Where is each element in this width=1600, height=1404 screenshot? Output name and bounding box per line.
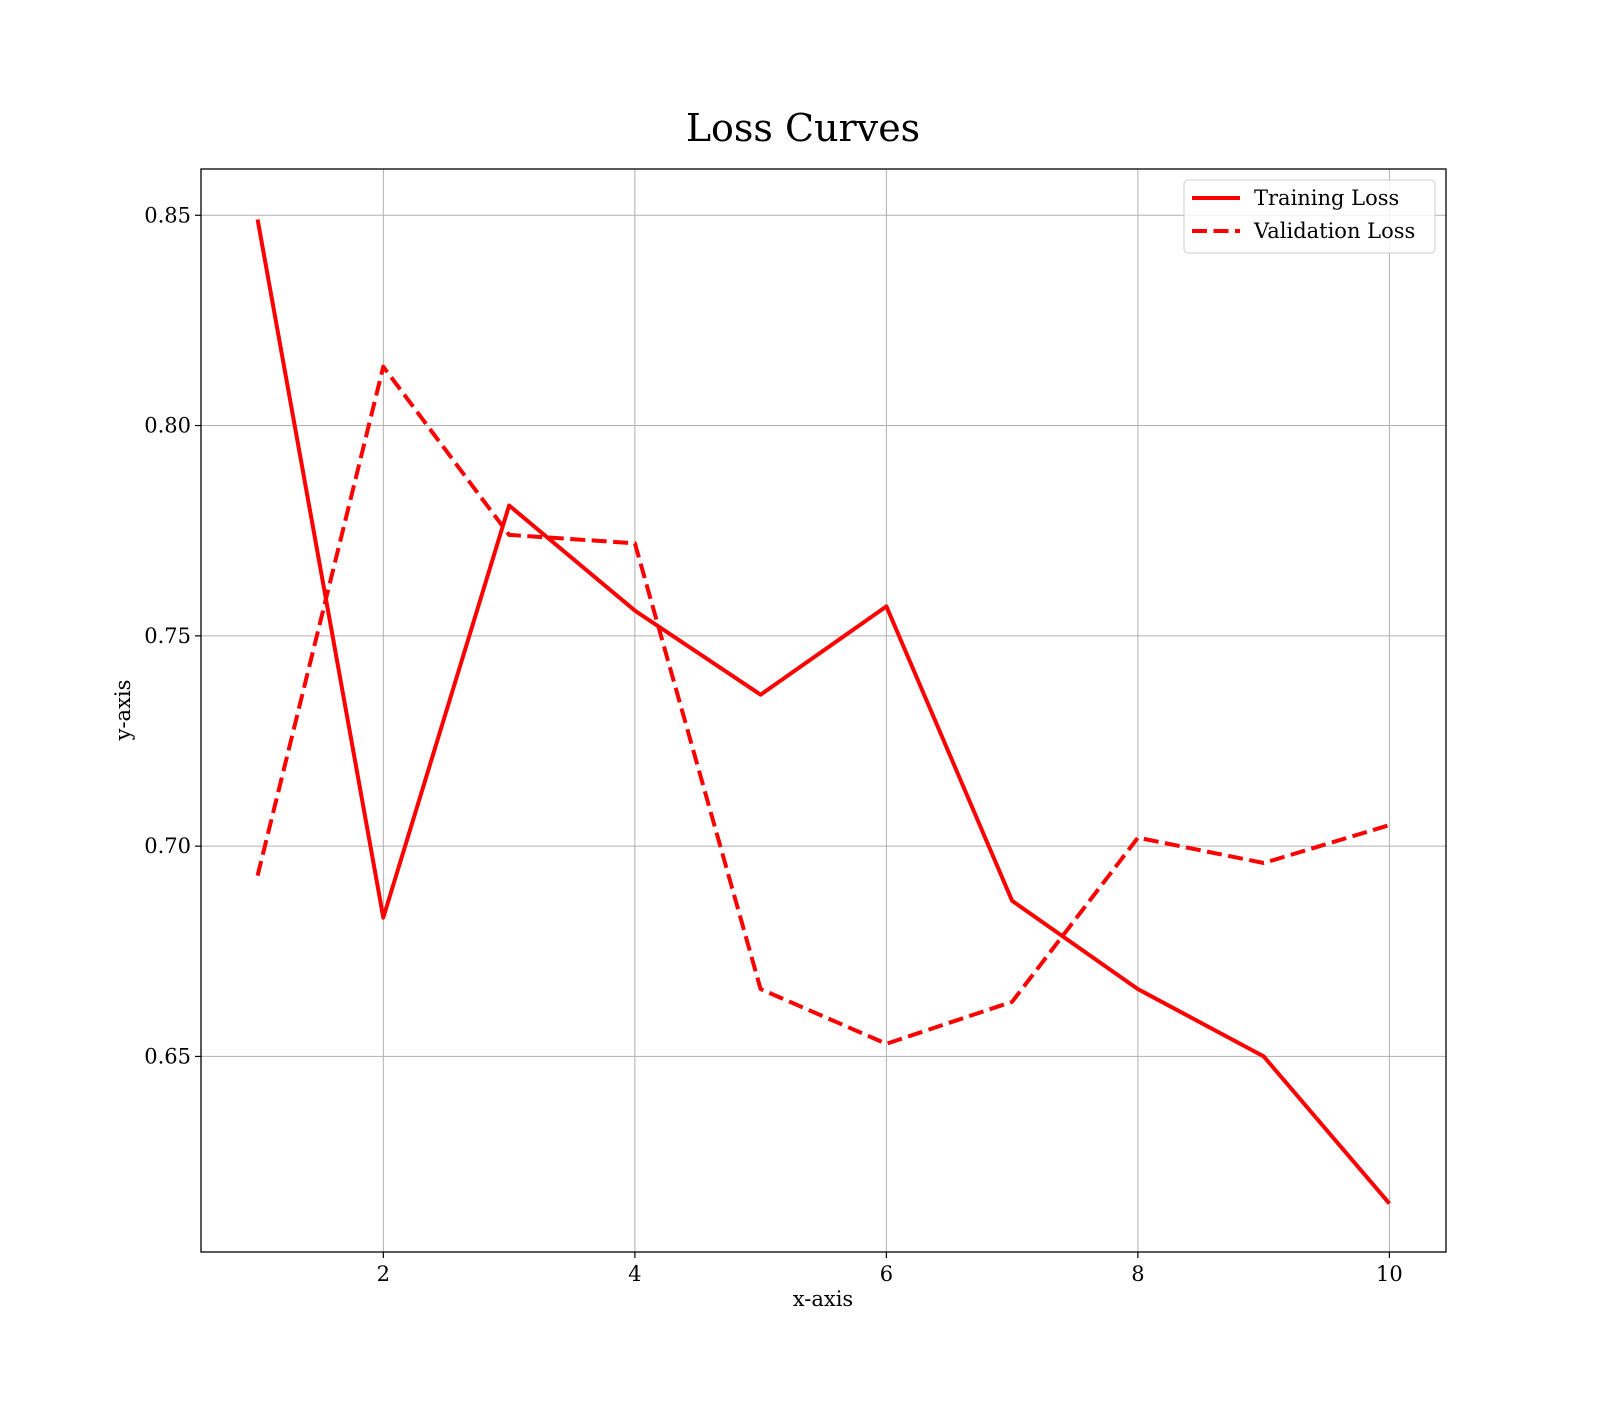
axis-ticks: 2 4 6 8 10 0.65 0.70 0.75 0.80 0.85 <box>144 203 1403 1286</box>
legend-box <box>1183 179 1436 254</box>
training-loss-line <box>255 219 1391 1205</box>
legend-label: Training Loss <box>1254 186 1399 210</box>
y-tick-label: 0.75 <box>144 624 191 648</box>
y-tick-label: 0.65 <box>144 1044 191 1068</box>
x-tick-label: 8 <box>1131 1262 1144 1286</box>
legend-label: Validation Loss <box>1253 219 1415 243</box>
x-tick-label: 10 <box>1376 1262 1403 1286</box>
plot-area-frame <box>200 168 1447 1253</box>
y-tick-label: 0.70 <box>144 834 191 858</box>
x-axis-label: x-axis <box>793 1287 853 1311</box>
legend: Training Loss Validation Loss <box>1183 179 1436 254</box>
y-tick-label: 0.85 <box>144 203 191 227</box>
y-axis-label: y-axis <box>111 680 135 742</box>
validation-loss-line <box>255 364 1390 1046</box>
x-tick-label: 6 <box>880 1262 893 1286</box>
grid <box>201 169 1446 1252</box>
chart-title: Loss Curves <box>686 106 920 150</box>
y-tick-label: 0.80 <box>144 414 191 438</box>
x-tick-label: 4 <box>628 1262 641 1286</box>
series-lines <box>255 219 1391 1205</box>
x-tick-label: 2 <box>377 1262 390 1286</box>
